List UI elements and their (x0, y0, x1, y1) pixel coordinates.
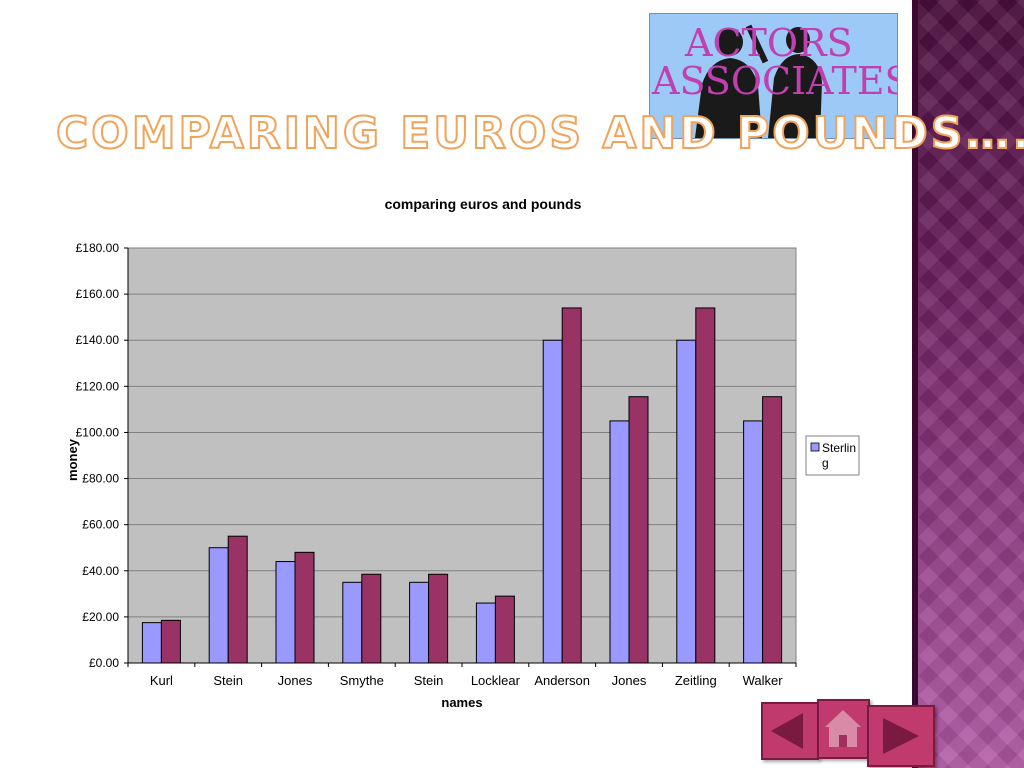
slide-title: comparing euros and pounds…. (55, 107, 1024, 160)
bar-sterling (275, 561, 296, 664)
x-tick-label: Walker (743, 673, 784, 688)
bar-sterling (609, 420, 630, 664)
y-axis-label: money (65, 438, 80, 481)
home-button[interactable] (817, 699, 870, 759)
x-tick-label: Stein (414, 673, 444, 688)
x-tick-label: Locklear (471, 673, 521, 688)
y-tick-label: £20.00 (82, 610, 119, 624)
bar-series-2 (561, 307, 582, 664)
bar-sterling (208, 547, 229, 664)
bar-series-2 (628, 396, 649, 664)
home-icon (825, 710, 861, 747)
y-axis-ticks: £0.00 £20.00 £40.00 £60.00 £80.00 £100.00 £120… (76, 241, 129, 670)
bar-series-2 (227, 535, 248, 664)
bar-series-2 (160, 619, 181, 664)
y-tick-label: £180.00 (76, 241, 120, 255)
x-tick-label: Smythe (340, 673, 384, 688)
y-tick-label: £40.00 (82, 564, 119, 578)
bar-sterling (141, 622, 162, 664)
x-tick-label: Jones (612, 673, 647, 688)
x-tick-label: Jones (278, 673, 313, 688)
bar-series-2 (494, 595, 515, 664)
y-tick-label: £80.00 (82, 472, 119, 486)
legend-label-sterling: Sterlin g (822, 441, 856, 470)
bar-sterling (743, 420, 764, 664)
bar-sterling (409, 581, 430, 664)
next-slide-button[interactable] (867, 705, 935, 767)
x-tick-label: Zeitling (675, 673, 717, 688)
bar-sterling (676, 339, 697, 664)
actors-associates-logo: ACTORS ASSOCIATES (649, 13, 898, 139)
logo-text-line2: ASSOCIATES (652, 59, 898, 103)
previous-slide-button[interactable] (761, 702, 819, 760)
bar-series-2 (695, 307, 716, 664)
x-tick-label: Stein (213, 673, 243, 688)
bar-series (141, 307, 783, 664)
left-arrow-icon (771, 713, 803, 749)
right-arrow-icon (883, 718, 919, 754)
y-tick-label: £60.00 (82, 518, 119, 532)
chart-title: comparing euros and pounds (385, 196, 582, 212)
bar-series-2 (361, 573, 382, 664)
legend-swatch-sterling (810, 442, 820, 452)
y-tick-label: £120.00 (76, 379, 120, 393)
legend-box (805, 435, 860, 476)
decorative-side-bar (912, 0, 1024, 768)
bar-sterling (475, 602, 496, 664)
x-axis-ticks: Kurl Stein Jones Smythe Stein Locklear Anderso… (127, 662, 797, 688)
bar-chart: comparing euros and pounds £0.00 £20.00 £4… (65, 196, 860, 710)
y-tick-label: £0.00 (89, 656, 119, 670)
bar-series-2 (294, 551, 315, 664)
legend: Sterlin g (805, 435, 860, 476)
bar-sterling (542, 339, 563, 664)
bar-series-2 (762, 396, 783, 664)
bar-sterling (342, 581, 363, 664)
logo-silhouette-icon (695, 24, 822, 138)
x-tick-label: Anderson (534, 673, 590, 688)
x-tick-label: Kurl (150, 673, 173, 688)
bar-series-2 (428, 573, 449, 664)
y-tick-label: £100.00 (76, 425, 120, 439)
x-axis-label: names (441, 695, 482, 710)
logo-text-line1: ACTORS (685, 21, 853, 65)
y-tick-label: £140.00 (76, 333, 120, 347)
y-tick-label: £160.00 (76, 287, 120, 301)
